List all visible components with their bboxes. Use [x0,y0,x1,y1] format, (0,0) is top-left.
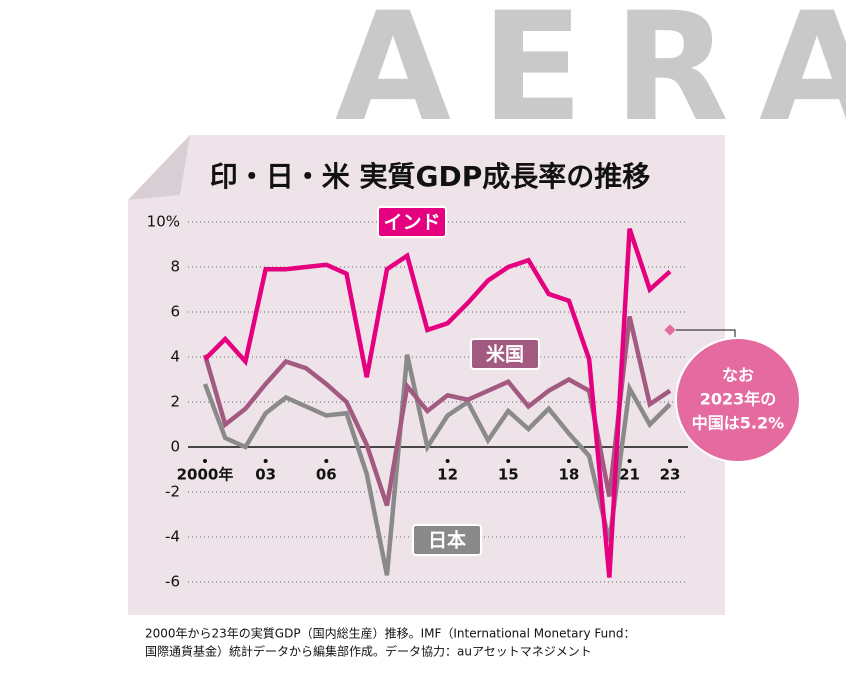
x-tick [263,459,268,463]
callout-text: 中国は5.2% [692,414,784,433]
x-tick [668,459,672,463]
x-tick [203,459,207,463]
x-tick-label: 2000年 [177,466,234,484]
x-tick [566,459,571,463]
y-tick-label: 8 [170,258,180,276]
x-tick-label: 18 [558,466,579,484]
series-line [202,354,672,576]
y-tick-label: 4 [170,348,180,366]
legend-label: 日本 [428,529,466,552]
y-tick-label: -6 [165,573,180,591]
x-tick [506,459,511,463]
legend-label: 米国 [486,343,524,366]
callout-line [676,329,736,340]
legend-label: インド [383,212,440,234]
x-tick [627,459,632,463]
y-tick-label: -4 [165,528,180,546]
legend-box [377,206,447,238]
series-line [203,228,672,578]
legend-box [470,338,540,370]
x-tick [445,459,450,463]
footnote: 国際通貨基金）統計データから編集部作成。データ協力：auアセットマネジメント [145,644,592,659]
x-tick-label: 23 [660,466,681,484]
paper-fold [128,135,190,200]
x-tick [324,459,329,463]
callout-text: なお [722,366,754,385]
x-tick-label: 03 [255,466,276,484]
chart-title: 印・日・米 実質GDP成長率の推移 [210,160,651,193]
paper [128,135,725,615]
logo: AERA [335,0,846,155]
x-tick-label: 15 [498,466,519,484]
y-tick-label: -2 [165,483,180,501]
y-tick-label: 0 [170,438,180,456]
x-tick-label: 06 [316,466,337,484]
callout-circle [675,337,801,463]
x-tick-label: 21 [619,466,640,484]
footnote: 2000年から23年の実質GDP（国内総生産）推移。IMF（Internatio… [145,626,635,641]
y-tick-label: 2 [170,393,180,411]
legend-box [412,524,482,556]
annotation-marker [664,324,676,336]
x-tick-label: 12 [437,466,458,484]
y-tick-label: 6 [170,303,180,321]
callout-text: 2023年の [700,390,777,409]
y-tick-label: 10% [147,213,180,231]
